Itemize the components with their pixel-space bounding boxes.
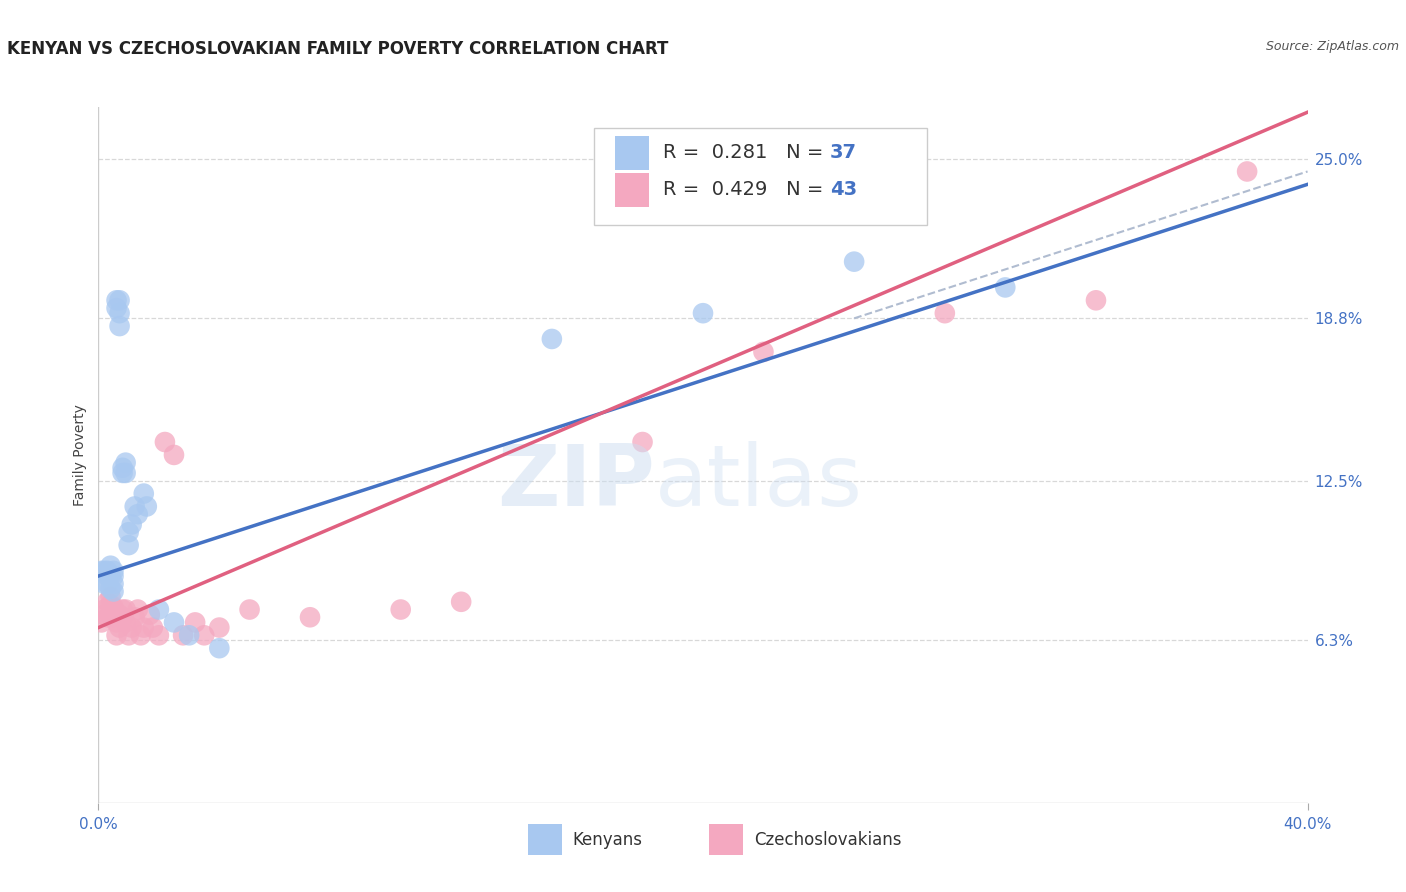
Point xyxy=(239,602,262,616)
Point xyxy=(103,584,125,599)
Point xyxy=(93,564,115,578)
Point xyxy=(111,460,134,475)
Point xyxy=(118,628,141,642)
Point xyxy=(105,628,128,642)
Point xyxy=(114,456,136,470)
Text: ZIP: ZIP xyxy=(496,442,655,524)
Point xyxy=(100,582,122,596)
Point xyxy=(111,602,134,616)
Point xyxy=(93,602,115,616)
Point xyxy=(121,517,143,532)
Point xyxy=(93,607,115,622)
Point xyxy=(994,280,1017,294)
Point xyxy=(103,599,125,614)
Point xyxy=(179,628,201,642)
Point xyxy=(124,610,146,624)
Point xyxy=(103,569,125,583)
Text: 37: 37 xyxy=(830,144,858,162)
Point xyxy=(163,448,186,462)
Point xyxy=(127,507,149,521)
Point xyxy=(142,621,165,635)
Point xyxy=(100,598,122,612)
Text: Source: ZipAtlas.com: Source: ZipAtlas.com xyxy=(1265,40,1399,54)
Point xyxy=(148,602,170,616)
Point xyxy=(934,306,956,320)
Point xyxy=(1236,164,1258,178)
Point xyxy=(118,525,141,540)
Point xyxy=(103,576,125,591)
Point xyxy=(96,610,118,624)
Point xyxy=(132,621,155,635)
Point xyxy=(299,610,322,624)
Point xyxy=(103,602,125,616)
Bar xyxy=(527,823,561,855)
FancyBboxPatch shape xyxy=(595,128,927,226)
Text: R =  0.281   N =: R = 0.281 N = xyxy=(664,144,830,162)
Point xyxy=(105,293,128,308)
Text: R =  0.429   N =: R = 0.429 N = xyxy=(664,180,830,199)
Bar xyxy=(709,823,742,855)
Point xyxy=(90,564,112,578)
Point xyxy=(193,628,215,642)
Point xyxy=(96,564,118,578)
Point xyxy=(108,607,131,622)
Point xyxy=(124,500,146,514)
Point xyxy=(103,564,125,578)
Point xyxy=(540,332,562,346)
Point xyxy=(135,500,157,514)
Point xyxy=(129,628,152,642)
Point xyxy=(100,607,122,622)
Point xyxy=(90,615,112,630)
Point xyxy=(1085,293,1108,308)
Text: KENYAN VS CZECHOSLOVAKIAN FAMILY POVERTY CORRELATION CHART: KENYAN VS CZECHOSLOVAKIAN FAMILY POVERTY… xyxy=(7,40,668,58)
Point xyxy=(208,621,231,635)
Point xyxy=(153,435,176,450)
Point xyxy=(108,319,131,334)
Point xyxy=(100,558,122,573)
Point xyxy=(96,595,118,609)
Point xyxy=(208,641,231,656)
Point xyxy=(844,254,866,268)
Text: Kenyans: Kenyans xyxy=(572,830,643,848)
Point xyxy=(100,569,122,583)
Point xyxy=(111,466,134,480)
Point xyxy=(389,602,412,616)
Point xyxy=(163,615,186,630)
Point xyxy=(148,628,170,642)
Point xyxy=(114,602,136,616)
Point xyxy=(96,569,118,583)
Text: atlas: atlas xyxy=(655,442,863,524)
Point xyxy=(93,576,115,591)
Point xyxy=(111,610,134,624)
Point xyxy=(103,610,125,624)
Point xyxy=(108,621,131,635)
Point xyxy=(172,628,194,642)
Point xyxy=(184,615,207,630)
Point xyxy=(100,590,122,604)
Y-axis label: Family Poverty: Family Poverty xyxy=(73,404,87,506)
Point xyxy=(631,435,654,450)
Point xyxy=(118,538,141,552)
Point xyxy=(96,576,118,591)
Text: 43: 43 xyxy=(830,180,858,199)
Point xyxy=(752,344,775,359)
Point xyxy=(114,466,136,480)
Point xyxy=(105,301,128,315)
Point xyxy=(114,615,136,630)
Point xyxy=(127,602,149,616)
Point xyxy=(105,615,128,630)
Point xyxy=(139,607,162,622)
Point xyxy=(108,293,131,308)
Bar xyxy=(614,173,648,207)
Point xyxy=(132,486,155,500)
Point xyxy=(692,306,714,320)
Text: Czechoslovakians: Czechoslovakians xyxy=(754,830,901,848)
Bar xyxy=(614,136,648,169)
Point xyxy=(108,306,131,320)
Point xyxy=(450,595,472,609)
Point xyxy=(121,621,143,635)
